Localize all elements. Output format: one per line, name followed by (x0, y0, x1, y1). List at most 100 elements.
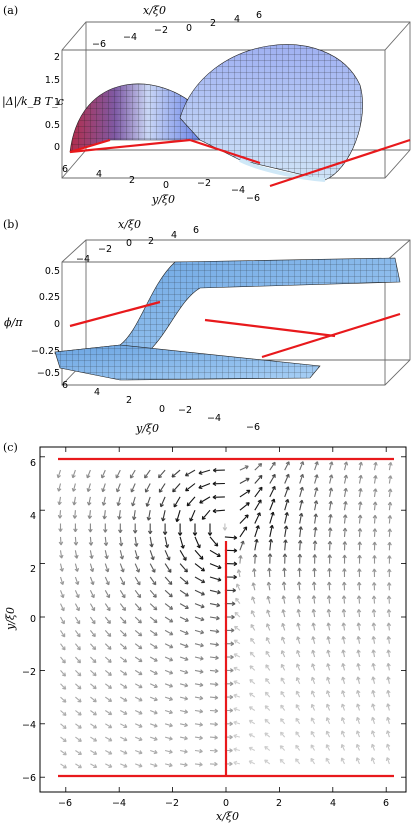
svg-text:−4: −4 (22, 720, 36, 731)
svg-text:1: 1 (54, 97, 60, 108)
vector-arrow (248, 719, 256, 725)
vector-arrow (212, 481, 225, 486)
vector-arrow (356, 676, 361, 684)
vector-arrow (104, 656, 112, 663)
vector-arrow (341, 663, 346, 671)
vector-arrow (238, 555, 243, 564)
vector-arrow (103, 536, 109, 547)
svg-text:−2: −2 (154, 25, 168, 36)
vector-arrow (60, 603, 65, 612)
vector-arrow (56, 469, 62, 479)
vector-arrow (60, 683, 67, 690)
svg-text:4: 4 (330, 798, 336, 809)
svg-text:0: 0 (186, 23, 192, 34)
panel-a: (a) −6 −4 −2 0 2 4 6 x/ξ0 0 0.5 1 1.5 2 (2, 4, 411, 206)
vector-arrow (60, 630, 66, 638)
vector-arrow (147, 523, 153, 535)
vector-arrow (280, 663, 286, 671)
vector-arrow (387, 541, 392, 551)
vector-arrow (239, 465, 249, 471)
vector-arrow (310, 690, 316, 698)
vector-arrow (185, 483, 196, 492)
vector-arrow (284, 473, 290, 484)
vector-arrow (386, 609, 392, 618)
vector-arrow (328, 513, 333, 524)
vector-arrow (119, 603, 127, 612)
panel-b-zticks: 0.5 0.25 0 −0.25 −0.5 (31, 266, 60, 379)
vector-arrow (90, 656, 97, 664)
vector-arrow (149, 536, 154, 548)
vector-arrow (194, 762, 203, 767)
vector-arrow (134, 736, 143, 742)
svg-text:4: 4 (94, 387, 100, 398)
vector-arrow (310, 757, 316, 765)
vector-arrow (101, 483, 106, 493)
vector-arrow (189, 509, 196, 522)
vector-arrow (134, 550, 140, 560)
vector-arrow (134, 589, 142, 599)
vector-arrow (356, 595, 362, 604)
vector-arrow (327, 554, 332, 564)
vector-arrow (86, 496, 92, 506)
vector-arrow (212, 468, 225, 473)
vector-arrow (342, 581, 347, 591)
vector-arrow (73, 536, 79, 546)
vector-arrow (88, 523, 93, 533)
panel-a-yticks: 6 4 2 0 −2 −4 −6 (62, 164, 260, 204)
vector-arrow (386, 703, 391, 711)
vector-arrow (134, 723, 143, 728)
vector-arrow (386, 676, 391, 684)
vector-arrow (341, 622, 347, 631)
vector-arrow (60, 616, 65, 625)
vector-arrow (134, 669, 143, 676)
vector-arrow (264, 759, 271, 765)
vector-arrow (282, 567, 287, 578)
vector-arrow (295, 677, 301, 685)
vector-arrow (209, 615, 220, 621)
vector-arrow (279, 758, 286, 765)
vector-arrow (386, 649, 391, 658)
vector-arrow (371, 636, 377, 644)
vector-arrow (386, 582, 392, 591)
vector-arrow (343, 487, 348, 497)
vector-arrow (341, 649, 346, 658)
vector-arrow (194, 643, 204, 648)
panel-b-red-lines (69, 300, 401, 359)
vector-arrow (266, 595, 271, 604)
vector-arrow (313, 526, 318, 537)
vector-arrow (74, 590, 80, 599)
vector-arrow (75, 710, 82, 716)
vector-arrow (254, 486, 263, 498)
vector-arrow (251, 582, 256, 591)
svg-text:0: 0 (223, 798, 229, 809)
vector-arrow (209, 668, 219, 674)
vector-arrow (179, 709, 189, 714)
panel-a-xticks-top: −6 −4 −2 0 2 4 6 (92, 10, 262, 50)
panel-b-surface (54, 257, 401, 381)
vector-arrow (312, 567, 317, 578)
vector-arrow (58, 523, 63, 532)
vector-arrow (209, 629, 220, 634)
vector-arrow (209, 536, 219, 547)
vector-arrow (115, 483, 121, 493)
vector-arrow (171, 469, 181, 478)
vector-arrow (296, 649, 301, 658)
vector-arrow (343, 501, 348, 511)
vector-arrow (254, 538, 259, 551)
vector-arrow (269, 498, 276, 511)
vector-arrow (313, 513, 318, 524)
vector-arrow (179, 550, 187, 561)
svg-text:2: 2 (210, 18, 216, 29)
vector-arrow (179, 749, 188, 754)
vector-arrow (118, 536, 124, 547)
vector-arrow (370, 730, 376, 738)
vector-arrow (314, 487, 319, 498)
vector-arrow (201, 509, 211, 520)
vector-arrow (100, 469, 106, 479)
vector-arrow (233, 666, 241, 671)
vector-arrow (164, 762, 173, 768)
vector-arrow (75, 723, 82, 729)
vector-arrow (90, 696, 97, 703)
vector-arrow (104, 643, 112, 650)
